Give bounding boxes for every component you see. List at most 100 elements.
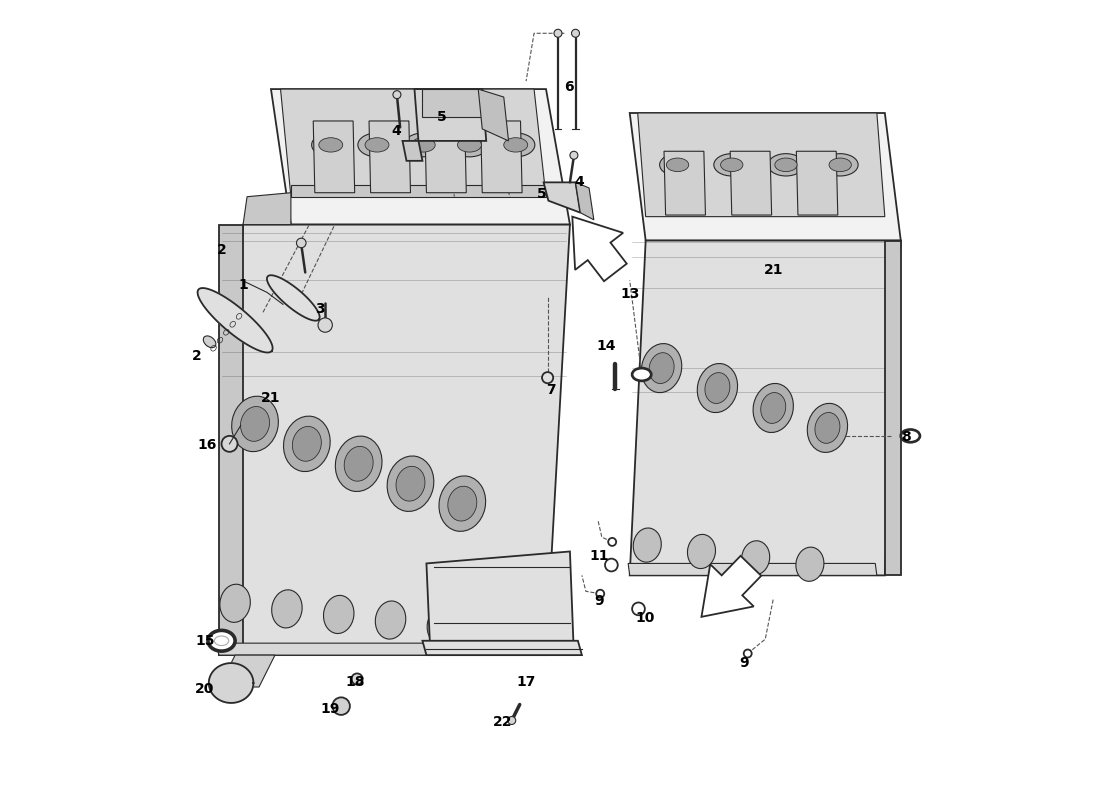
Ellipse shape bbox=[204, 336, 216, 348]
Polygon shape bbox=[271, 89, 570, 225]
Circle shape bbox=[744, 650, 751, 658]
Text: 6: 6 bbox=[564, 80, 574, 94]
Polygon shape bbox=[290, 185, 546, 197]
Text: 16: 16 bbox=[198, 438, 217, 453]
Polygon shape bbox=[796, 151, 838, 215]
Ellipse shape bbox=[387, 456, 433, 511]
Ellipse shape bbox=[720, 158, 742, 171]
Ellipse shape bbox=[688, 534, 715, 569]
Circle shape bbox=[352, 674, 363, 685]
Ellipse shape bbox=[344, 446, 373, 481]
Polygon shape bbox=[219, 225, 570, 655]
Circle shape bbox=[596, 590, 604, 598]
Ellipse shape bbox=[404, 133, 442, 157]
Text: 14: 14 bbox=[596, 338, 616, 353]
Text: 15: 15 bbox=[196, 634, 216, 648]
Ellipse shape bbox=[649, 353, 674, 383]
Polygon shape bbox=[314, 121, 354, 193]
Polygon shape bbox=[730, 151, 771, 215]
Text: 5: 5 bbox=[537, 187, 547, 202]
Polygon shape bbox=[629, 241, 901, 575]
Text: 5: 5 bbox=[437, 110, 447, 124]
Polygon shape bbox=[209, 663, 253, 703]
Circle shape bbox=[542, 372, 553, 383]
Ellipse shape bbox=[504, 138, 528, 152]
Ellipse shape bbox=[214, 636, 229, 646]
Circle shape bbox=[632, 602, 645, 615]
Circle shape bbox=[332, 698, 350, 715]
Ellipse shape bbox=[641, 343, 682, 393]
Ellipse shape bbox=[448, 486, 476, 521]
Ellipse shape bbox=[754, 383, 793, 433]
Ellipse shape bbox=[815, 413, 840, 443]
Circle shape bbox=[318, 318, 332, 332]
Ellipse shape bbox=[272, 590, 302, 628]
Text: 9: 9 bbox=[739, 656, 749, 670]
Polygon shape bbox=[478, 89, 508, 141]
Ellipse shape bbox=[660, 154, 695, 176]
Polygon shape bbox=[425, 121, 466, 193]
Text: 9: 9 bbox=[595, 594, 604, 608]
Polygon shape bbox=[481, 121, 522, 193]
Polygon shape bbox=[702, 556, 761, 617]
Ellipse shape bbox=[411, 138, 436, 152]
Ellipse shape bbox=[208, 630, 235, 651]
Ellipse shape bbox=[496, 133, 535, 157]
Ellipse shape bbox=[796, 547, 824, 582]
Circle shape bbox=[508, 717, 516, 725]
Polygon shape bbox=[628, 563, 877, 575]
Circle shape bbox=[297, 238, 306, 248]
Polygon shape bbox=[427, 551, 574, 655]
Polygon shape bbox=[219, 655, 275, 687]
Ellipse shape bbox=[634, 528, 661, 562]
Text: 21: 21 bbox=[261, 390, 280, 405]
Ellipse shape bbox=[901, 430, 920, 442]
Ellipse shape bbox=[439, 476, 486, 531]
Polygon shape bbox=[638, 113, 884, 217]
Ellipse shape bbox=[705, 373, 730, 403]
Ellipse shape bbox=[427, 606, 458, 645]
Polygon shape bbox=[198, 288, 273, 353]
Ellipse shape bbox=[323, 595, 354, 634]
Polygon shape bbox=[368, 121, 410, 193]
Circle shape bbox=[393, 90, 400, 98]
Text: 20: 20 bbox=[195, 682, 214, 695]
Ellipse shape bbox=[284, 416, 330, 471]
Ellipse shape bbox=[807, 403, 848, 453]
Ellipse shape bbox=[741, 541, 770, 575]
Ellipse shape bbox=[829, 158, 851, 171]
Ellipse shape bbox=[458, 138, 482, 152]
Polygon shape bbox=[422, 89, 482, 117]
Polygon shape bbox=[575, 182, 594, 220]
Text: 18: 18 bbox=[345, 675, 365, 690]
Ellipse shape bbox=[336, 436, 382, 491]
Ellipse shape bbox=[396, 466, 425, 501]
Polygon shape bbox=[267, 275, 320, 321]
Circle shape bbox=[554, 30, 562, 38]
Text: 21: 21 bbox=[763, 263, 783, 277]
Circle shape bbox=[572, 30, 580, 38]
Text: 4: 4 bbox=[392, 123, 402, 138]
Polygon shape bbox=[543, 182, 581, 213]
Polygon shape bbox=[572, 217, 627, 282]
Polygon shape bbox=[403, 141, 422, 161]
Text: 4: 4 bbox=[574, 175, 584, 190]
Polygon shape bbox=[280, 89, 546, 197]
Ellipse shape bbox=[774, 158, 798, 171]
Ellipse shape bbox=[319, 138, 343, 152]
Text: 17: 17 bbox=[516, 675, 536, 690]
Text: 22: 22 bbox=[493, 715, 512, 729]
Text: 10: 10 bbox=[635, 611, 654, 626]
Ellipse shape bbox=[667, 158, 689, 171]
Ellipse shape bbox=[241, 406, 270, 442]
Text: 2: 2 bbox=[217, 243, 227, 257]
Ellipse shape bbox=[450, 133, 488, 157]
Ellipse shape bbox=[823, 154, 858, 176]
Polygon shape bbox=[243, 193, 290, 225]
Ellipse shape bbox=[232, 396, 278, 452]
Text: 8: 8 bbox=[901, 430, 911, 445]
Circle shape bbox=[605, 558, 618, 571]
Ellipse shape bbox=[220, 584, 251, 622]
Polygon shape bbox=[629, 113, 901, 241]
Ellipse shape bbox=[632, 368, 651, 381]
